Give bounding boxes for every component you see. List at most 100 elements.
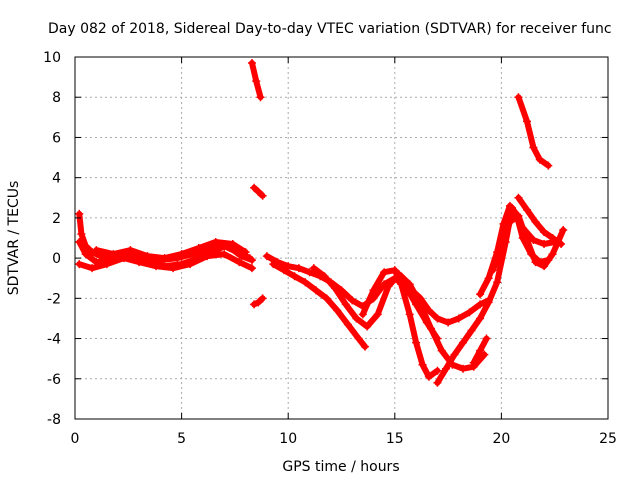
data-point: [294, 264, 303, 273]
data-point: [250, 183, 259, 192]
data-point: [301, 278, 310, 287]
data-point: [522, 236, 531, 245]
data-point: [75, 260, 84, 269]
data-point: [424, 372, 433, 381]
data-point: [405, 280, 414, 289]
data-point: [290, 272, 299, 281]
data-point: [309, 264, 318, 273]
data-point: [152, 262, 161, 271]
data-point: [433, 314, 442, 323]
data-point: [514, 93, 523, 102]
data-point: [211, 238, 220, 247]
data-point: [405, 310, 414, 319]
x-tick-label: 20: [492, 431, 510, 447]
data-point: [320, 272, 329, 281]
data-point: [331, 284, 340, 293]
data-point: [254, 298, 263, 307]
data-point: [322, 294, 331, 303]
data-point: [535, 155, 544, 164]
y-tick-label: -2: [47, 291, 61, 307]
x-tick-label: 5: [177, 431, 186, 447]
x-tick-label: 10: [279, 431, 297, 447]
data-point: [252, 77, 261, 86]
series-trail: [515, 194, 565, 247]
data-point: [418, 360, 427, 369]
y-tick-label: -6: [47, 372, 61, 388]
data-point: [540, 227, 549, 236]
data-point: [348, 296, 357, 305]
series-track-18: [469, 334, 491, 367]
x-tick-label: 0: [71, 431, 80, 447]
data-point: [493, 278, 502, 287]
data-point: [360, 342, 369, 351]
data-layer: [75, 59, 568, 387]
data-point: [341, 300, 350, 309]
series-track-12: [407, 286, 493, 327]
data-point: [540, 240, 549, 249]
series-track-6: [250, 183, 267, 200]
data-point: [559, 225, 568, 234]
data-point: [397, 280, 406, 289]
data-point: [467, 326, 476, 335]
data-point: [120, 254, 129, 263]
data-point: [454, 314, 463, 323]
series-track-5: [247, 59, 265, 102]
data-point: [284, 262, 293, 271]
data-point: [186, 260, 195, 269]
data-point: [441, 364, 450, 373]
data-point: [482, 334, 491, 343]
data-point: [531, 217, 540, 226]
tick-layer: [74, 56, 609, 420]
data-point: [505, 217, 514, 226]
data-point: [81, 250, 90, 259]
series-trail: [270, 261, 368, 350]
series-trail: [359, 267, 441, 380]
data-point: [480, 350, 489, 359]
series-track-16: [514, 193, 566, 249]
data-point: [247, 59, 256, 68]
series-track-11: [358, 266, 442, 381]
data-point: [241, 248, 250, 257]
data-point: [459, 338, 468, 347]
data-point: [514, 193, 523, 202]
data-point: [352, 314, 361, 323]
data-point: [77, 229, 86, 238]
data-point: [256, 93, 265, 102]
data-point: [469, 358, 478, 367]
y-tick-label: 0: [52, 251, 61, 267]
data-point: [250, 300, 259, 309]
series-track-7: [250, 294, 267, 309]
data-point: [384, 282, 393, 291]
data-point: [476, 300, 485, 309]
chart-title: Day 082 of 2018, Sidereal Day-to-day VTE…: [48, 21, 612, 37]
data-point: [412, 338, 421, 347]
data-point: [380, 268, 389, 277]
data-point: [476, 314, 485, 323]
plot-frame: [74, 56, 609, 420]
data-point: [134, 258, 143, 267]
data-point: [488, 266, 497, 275]
data-point: [548, 250, 557, 259]
data-point: [126, 246, 135, 255]
data-point: [484, 298, 493, 307]
data-point: [531, 258, 540, 267]
series-track-9: [269, 260, 369, 351]
data-point: [522, 205, 531, 214]
data-point: [544, 161, 553, 170]
data-point: [427, 324, 436, 333]
data-point: [279, 266, 288, 275]
data-point: [450, 350, 459, 359]
x-axis-label: GPS time / hours: [282, 459, 399, 475]
data-point: [476, 290, 485, 299]
data-point: [437, 346, 446, 355]
series-trail: [515, 94, 552, 169]
data-point: [354, 334, 363, 343]
data-point: [228, 240, 237, 249]
data-point: [75, 209, 84, 218]
data-point: [75, 238, 84, 247]
y-tick-label: -8: [47, 412, 61, 428]
series-trail: [434, 204, 558, 386]
data-point: [177, 250, 186, 259]
data-point: [424, 306, 433, 315]
